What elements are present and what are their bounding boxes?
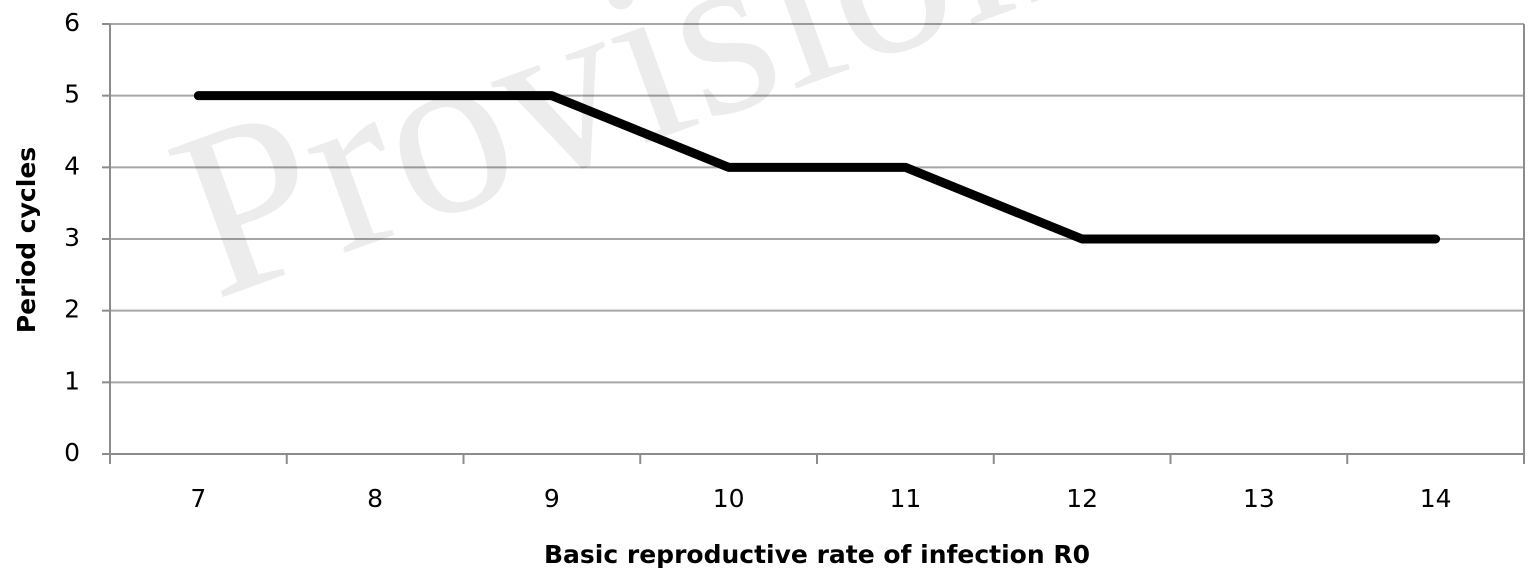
- x-tick-label: 11: [889, 484, 921, 513]
- x-axis-title: Basic reproductive rate of infection R0: [544, 540, 1090, 569]
- x-tick-label: 12: [1066, 484, 1098, 513]
- y-axis-title: Period cycles: [12, 147, 41, 333]
- y-tick-label: 4: [64, 151, 80, 180]
- x-tick-label: 14: [1420, 484, 1452, 513]
- x-tick-label: 13: [1243, 484, 1275, 513]
- watermark: Provisional: [142, 0, 1260, 349]
- x-tick-label: 9: [544, 484, 560, 513]
- y-tick-label: 3: [64, 223, 80, 252]
- y-tick-label: 5: [64, 80, 80, 109]
- y-tick-label: 6: [64, 8, 80, 37]
- x-tick-label: 10: [713, 484, 745, 513]
- x-tick-label: 7: [190, 484, 206, 513]
- y-tick-label: 2: [64, 295, 80, 324]
- y-tick-label: 1: [64, 366, 80, 395]
- x-tick-label: 8: [367, 484, 383, 513]
- y-tick-label: 0: [64, 438, 80, 467]
- series-line: [193, 91, 1441, 244]
